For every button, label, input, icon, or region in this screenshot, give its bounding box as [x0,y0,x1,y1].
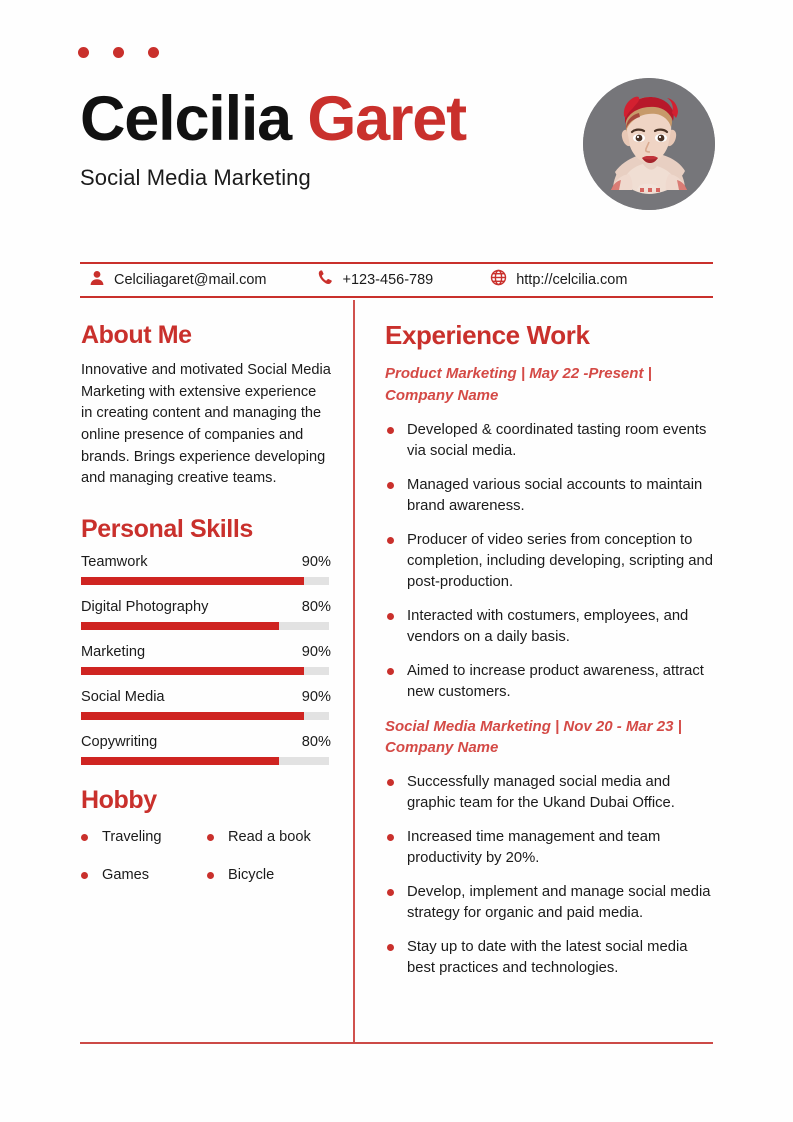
experience-bullet: Producer of video series from conception… [385,530,713,593]
experience-bullet: Successfully managed social media and gr… [385,772,713,814]
contact-bar: Celciliagaret@mail.com +123-456-789 [80,262,713,298]
skill-label: Teamwork [81,554,148,571]
contact-website[interactable]: http://celcilia.com [490,269,627,291]
experience-bullet: Increased time management and team produ… [385,827,713,869]
skills-heading: Personal Skills [81,514,253,543]
job-title: Social Media Marketing [80,165,311,190]
hobby-label: Bicycle [228,867,275,884]
globe-icon [490,269,507,291]
last-name: Garet [307,84,467,154]
hobby-item: Bicycle [207,867,331,883]
skill-item: Teamwork 90% [81,554,331,586]
skills-section: Personal Skills Teamwork 90% Digital Pho… [81,514,331,766]
profile-photo [583,78,715,210]
dot-icon [78,47,89,58]
contact-phone[interactable]: +123-456-789 [317,269,434,291]
experience-item: Product Marketing | May 22 -Present | Co… [385,363,713,703]
skill-track [81,667,329,676]
skill-percent: 90% [301,554,331,571]
skill-label: Copywriting [81,734,158,751]
experience-bullet: Develop, implement and manage social med… [385,882,713,924]
avatar [583,78,715,210]
skill-track [81,757,329,766]
skill-percent: 80% [301,734,331,751]
skill-label: Digital Photography [81,599,209,616]
left-column: About Me Innovative and motivated Social… [81,322,331,883]
skill-percent: 80% [301,599,331,616]
skill-fill [81,577,305,586]
dot-icon [148,47,159,58]
experience-bullet: Interacted with costumers, employees, an… [385,606,713,648]
skill-percent: 90% [301,644,331,661]
about-body: Innovative and motivated Social Media Ma… [81,362,331,487]
skill-label: Social Media [81,689,165,706]
bullet-icon [81,833,88,841]
experience-bullets: Successfully managed social media and gr… [385,772,713,979]
phone-icon [317,269,334,291]
decorative-dots [78,47,159,58]
hobby-item: Traveling [81,829,207,845]
contact-email[interactable]: Celciliagaret@mail.com [89,270,267,291]
dot-icon [113,47,124,58]
hobby-list: Traveling Read a book Games Bicycle [81,829,331,883]
skill-track [81,577,329,586]
experience-heading: Experience Work [385,320,590,350]
website-text: http://celcilia.com [516,272,628,288]
skill-item: Copywriting 80% [81,734,331,766]
experience-bullet: Stay up to date with the latest social m… [385,937,713,979]
skill-item: Marketing 90% [81,644,331,676]
phone-text: +123-456-789 [342,272,434,288]
experience-item: Social Media Marketing | Nov 20 - Mar 23… [385,716,713,980]
hobby-label: Read a book [228,829,311,846]
skill-fill [81,622,280,631]
page-title: Celcilia Garet [80,88,720,151]
skill-label: Marketing [81,644,146,661]
bottom-divider [80,1042,713,1044]
right-column: Experience Work Product Marketing | May … [385,320,713,992]
bullet-icon [207,833,214,841]
experience-meta: Product Marketing | May 22 -Present | Co… [385,365,652,404]
email-text: Celciliagaret@mail.com [114,272,267,288]
experience-bullet: Managed various social accounts to maint… [385,475,713,517]
skill-fill [81,667,305,676]
column-divider [353,300,355,1044]
hobby-heading: Hobby [81,786,157,815]
skill-item: Digital Photography 80% [81,599,331,631]
skill-item: Social Media 90% [81,689,331,721]
header: Celcilia Garet Social Media Marketing [80,88,720,218]
about-section: About Me Innovative and motivated Social… [81,322,331,490]
skill-fill [81,712,305,721]
first-name: Celcilia [80,84,308,154]
about-heading: About Me [81,321,192,349]
skills-list: Teamwork 90% Digital Photography 80% [81,554,331,766]
experience-bullets: Developed & coordinated tasting room eve… [385,420,713,703]
hobby-label: Traveling [102,829,162,846]
experience-meta: Social Media Marketing | Nov 20 - Mar 23… [385,717,682,757]
bullet-icon [81,871,88,879]
hobby-item: Games [81,867,207,883]
experience-list: Product Marketing | May 22 -Present | Co… [385,363,713,979]
bullet-icon [207,871,214,879]
skill-track [81,712,329,721]
hobby-section: Hobby Traveling Read a book Games Bicycl… [81,787,331,883]
skill-fill [81,757,280,766]
experience-bullet: Aimed to increase product awareness, att… [385,661,713,703]
skill-track [81,622,329,631]
hobby-item: Read a book [207,829,331,845]
skill-percent: 90% [301,689,331,706]
experience-bullet: Developed & coordinated tasting room eve… [385,420,713,462]
person-icon [89,270,105,291]
hobby-label: Games [102,867,150,884]
